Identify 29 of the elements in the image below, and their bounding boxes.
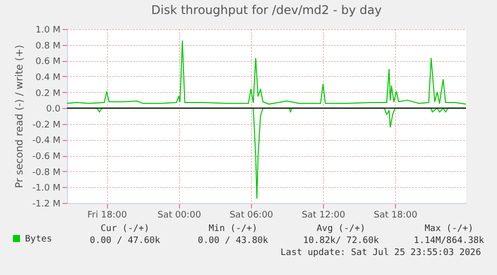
- text: 1.14M/864.38k: [414, 236, 485, 246]
- text: 0.00 / 47.60k: [90, 236, 161, 246]
- y-tick-label: 0.0: [46, 104, 61, 115]
- y-tick-label: -1.2 M: [32, 200, 60, 210]
- y-tick-label: 0.6 M: [36, 57, 60, 68]
- chart-title: Disk throughput for /dev/md2 - by day: [151, 3, 382, 17]
- y-tick-label: -0.6 M: [32, 152, 60, 162]
- y-tick-label: -1.0 M: [32, 184, 60, 194]
- text: Max (-/+): [424, 224, 474, 234]
- x-tick-label: Sat 18:00: [374, 210, 418, 220]
- y-tick-label: 0.2 M: [36, 88, 60, 99]
- y-tick-label: 0.8 M: [36, 41, 60, 52]
- y-tick-label: 0.4 M: [36, 72, 60, 83]
- text: Last update: Sat Jul 25 23:55:03 2026: [280, 248, 481, 258]
- y-tick-label: -0.2 M: [32, 120, 60, 130]
- legend-label: Bytes: [25, 234, 52, 244]
- x-tick-label: Sat 12:00: [302, 210, 346, 220]
- text: Avg (-/+): [316, 224, 366, 234]
- text: 10.82k/ 72.60k: [303, 236, 380, 246]
- x-tick-label: Fri 18:00: [87, 210, 128, 220]
- x-tick-label: Sat 06:00: [230, 210, 274, 220]
- text: 0.00 / 43.80k: [198, 236, 269, 246]
- text: Cur (-/+): [100, 224, 150, 234]
- y-tick-label: 1.0 M: [36, 26, 60, 36]
- y-axis-title: Pr second read (-) / write (+): [14, 44, 26, 188]
- text: Min (-/+): [208, 224, 258, 234]
- y-tick-label: -0.4 M: [32, 136, 60, 146]
- y-tick-label: -0.8 M: [32, 168, 60, 178]
- x-tick-label: Sat 00:00: [157, 210, 202, 220]
